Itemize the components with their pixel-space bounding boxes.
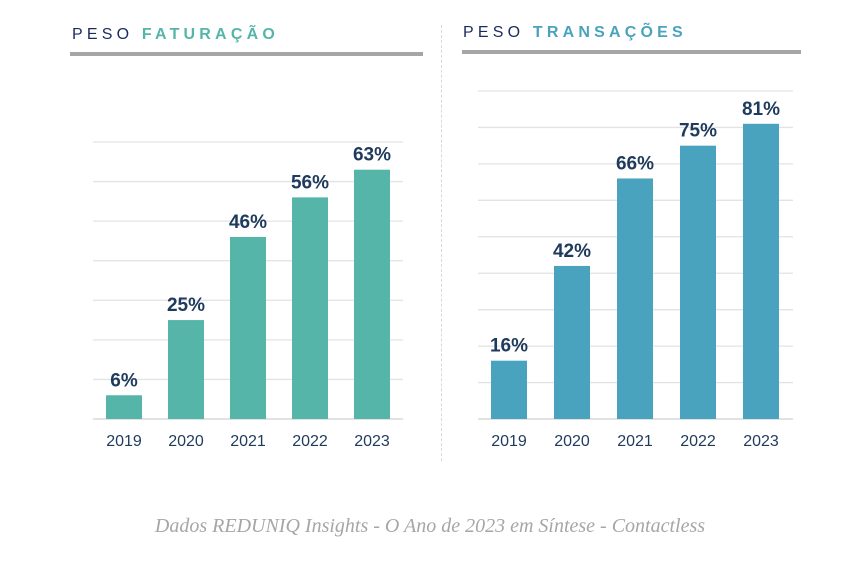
bar-2023 bbox=[354, 169, 390, 419]
bar-2021 bbox=[230, 236, 266, 419]
data-label: 6% bbox=[110, 370, 138, 391]
x-tick-label: 2020 bbox=[168, 433, 204, 450]
bar-2019 bbox=[106, 395, 142, 419]
bar-2020 bbox=[554, 265, 590, 419]
chart-title-faturacao: PESO FATURAÇÃO bbox=[72, 26, 279, 44]
bar-2023 bbox=[743, 123, 779, 420]
data-label: 25% bbox=[167, 295, 205, 316]
x-tick-label: 2021 bbox=[230, 433, 266, 450]
chart-title-transacoes: PESO TRANSAÇÕES bbox=[463, 24, 687, 42]
x-tick-label: 2022 bbox=[680, 433, 716, 450]
title-underline bbox=[462, 50, 801, 54]
data-label: 75% bbox=[679, 121, 717, 142]
title-highlight: FATURAÇÃO bbox=[141, 26, 279, 43]
source-caption: Dados REDUNIQ Insights - O Ano de 2023 e… bbox=[154, 515, 706, 537]
bar-2022 bbox=[680, 145, 716, 419]
title-prefix: PESO bbox=[72, 26, 134, 43]
bar-2019 bbox=[491, 360, 527, 419]
x-tick-label: 2023 bbox=[743, 433, 779, 450]
data-label: 42% bbox=[553, 241, 591, 262]
bar-2021 bbox=[617, 178, 653, 419]
data-label: 81% bbox=[742, 99, 780, 120]
data-label: 66% bbox=[616, 153, 654, 174]
data-label: 56% bbox=[291, 172, 329, 193]
bar-2022 bbox=[292, 197, 328, 419]
x-tick-label: 2020 bbox=[554, 433, 590, 450]
bar-2020 bbox=[168, 320, 204, 419]
x-tick-label: 2021 bbox=[617, 433, 653, 450]
x-tick-label: 2022 bbox=[292, 433, 328, 450]
x-tick-label: 2023 bbox=[354, 433, 390, 450]
title-underline bbox=[70, 52, 423, 56]
title-prefix: PESO bbox=[463, 24, 525, 41]
x-tick-label: 2019 bbox=[491, 433, 527, 450]
data-label: 16% bbox=[490, 336, 528, 357]
x-tick-label: 2019 bbox=[106, 433, 142, 450]
chart-divider bbox=[441, 25, 442, 461]
data-label: 63% bbox=[353, 145, 391, 166]
data-label: 46% bbox=[229, 212, 267, 233]
title-highlight: TRANSAÇÕES bbox=[532, 24, 687, 41]
